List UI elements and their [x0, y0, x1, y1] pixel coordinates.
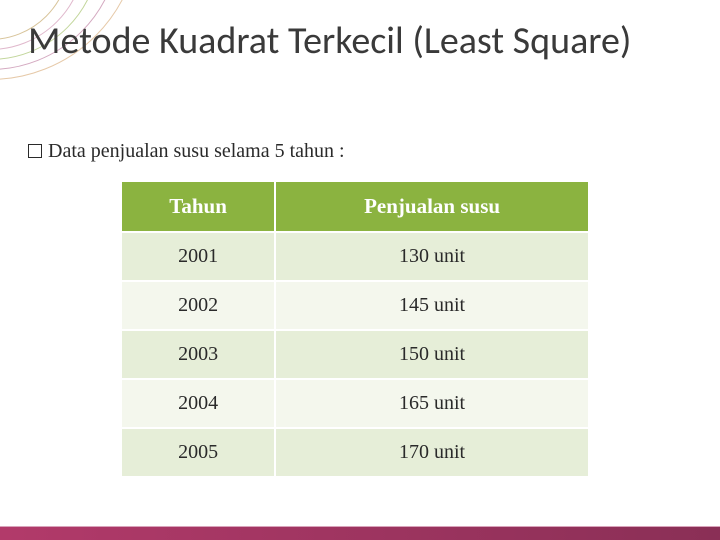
cell-year: 2003 [121, 330, 275, 379]
subtitle: Data penjualan susu selama 5 tahun : [28, 140, 345, 163]
bullet-icon [28, 144, 42, 158]
table-row: 2003 150 unit [121, 330, 589, 379]
table-row: 2004 165 unit [121, 379, 589, 428]
table-row: 2002 145 unit [121, 281, 589, 330]
cell-year: 2001 [121, 232, 275, 281]
cell-value: 150 unit [275, 330, 589, 379]
cell-year: 2005 [121, 428, 275, 477]
cell-year: 2004 [121, 379, 275, 428]
slide-title: Metode Kuadrat Terkecil (Least Square) [28, 20, 692, 64]
cell-year: 2002 [121, 281, 275, 330]
cell-value: 130 unit [275, 232, 589, 281]
cell-value: 170 unit [275, 428, 589, 477]
subtitle-text: Data penjualan susu selama 5 tahun : [48, 140, 345, 162]
table-header-row: Tahun Penjualan susu [121, 181, 589, 232]
cell-value: 165 unit [275, 379, 589, 428]
sales-table: Tahun Penjualan susu 2001 130 unit 2002 … [120, 180, 590, 478]
table-row: 2001 130 unit [121, 232, 589, 281]
table-row: 2005 170 unit [121, 428, 589, 477]
cell-value: 145 unit [275, 281, 589, 330]
footer-accent [0, 526, 720, 540]
col-header-penjualan: Penjualan susu [275, 181, 589, 232]
col-header-tahun: Tahun [121, 181, 275, 232]
